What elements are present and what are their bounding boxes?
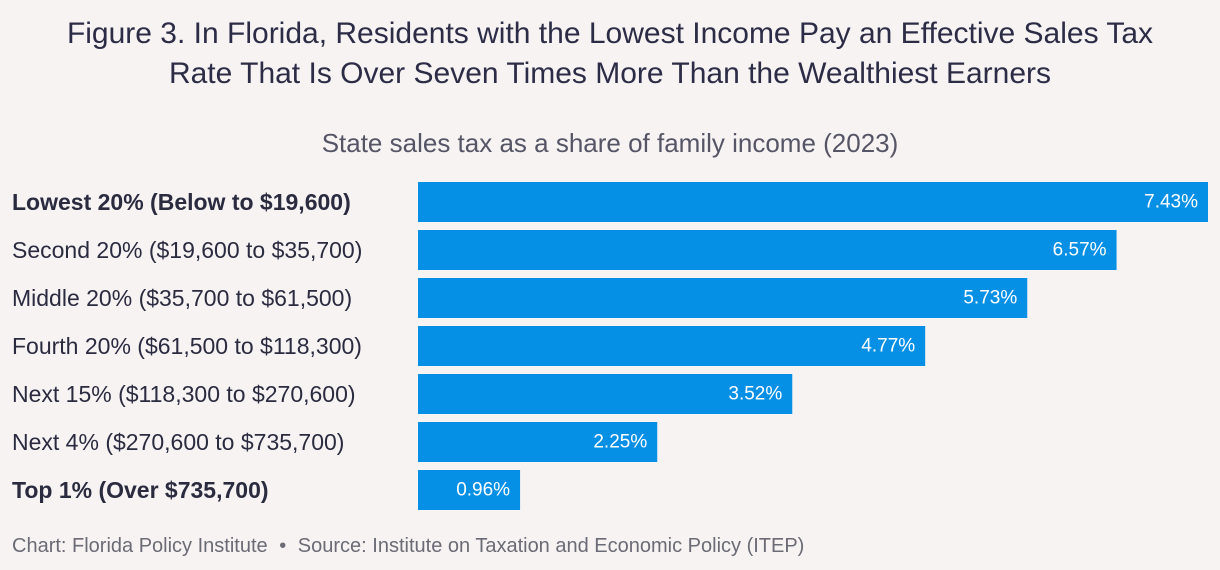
chart-title-line-1: Figure 3. In Florida, Residents with the… [66, 17, 1154, 50]
bar [418, 470, 521, 510]
bar-value-label: 3.52% [728, 384, 782, 405]
bar-value-label: 2.25% [593, 432, 647, 453]
category-label: Middle 20% ($35,700 to $61,500) [12, 285, 352, 311]
chart-credit: Chart: Florida Policy Institute [12, 535, 268, 557]
bar [418, 374, 793, 414]
category-label: Next 15% ($118,300 to $270,600) [12, 381, 356, 407]
bar-value-label: 6.57% [1053, 240, 1107, 261]
bar [418, 278, 1028, 318]
bar [418, 182, 1208, 222]
category-label: Lowest 20% (Below to $19,600) [12, 189, 351, 215]
category-label: Second 20% ($19,600 to $35,700) [12, 237, 362, 263]
chart-subtitle: State sales tax as a share of family inc… [321, 128, 899, 158]
bar-value-label: 0.96% [456, 480, 510, 501]
chart-title-line-2: Rate That Is Over Seven Times More Than … [168, 57, 1052, 90]
chart-footer: Chart: Florida Policy Institute • Source… [12, 535, 804, 558]
bar-value-label: 4.77% [861, 336, 915, 357]
bar [418, 230, 1117, 270]
chart-title: Figure 3. In Florida, Residents with the… [0, 14, 1220, 94]
category-label: Top 1% (Over $735,700) [12, 477, 269, 503]
category-label: Next 4% ($270,600 to $735,700) [12, 429, 344, 455]
bar [418, 422, 658, 462]
category-label: Fourth 20% ($61,500 to $118,300) [12, 333, 362, 359]
bar [418, 326, 926, 366]
footer-separator: • [279, 535, 287, 557]
bar-value-label: 5.73% [963, 288, 1017, 309]
bar-value-label: 7.43% [1144, 192, 1198, 213]
chart-source: Source: Institute on Taxation and Econom… [297, 535, 805, 557]
